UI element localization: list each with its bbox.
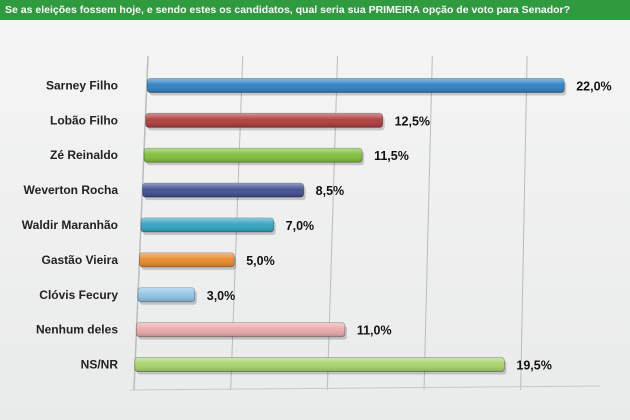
bar-highlight [137, 287, 195, 302]
category-label-8: NS/NR [81, 358, 119, 372]
axis-baseline [129, 385, 601, 391]
bar-chart: Sarney Filho 22,0% Lobão Filho 12,5% Zé Rein… [22, 55, 612, 391]
bar-highlight [142, 183, 304, 198]
bar-highlight [147, 78, 565, 93]
bar-highlight [141, 218, 274, 232]
chart-title-banner: Se as eleições fossem hoje, e sendo este… [0, 0, 630, 20]
bar-highlight [145, 113, 383, 128]
chart-title: Se as eleições fossem hoje, e sendo este… [5, 4, 571, 16]
category-label-4: Waldir Maranhão [22, 218, 118, 232]
category-label-7: Nenhum deles [36, 323, 118, 337]
bar-highlight [144, 148, 363, 163]
category-label-6: Clóvis Fecury [39, 288, 118, 302]
bars [134, 78, 567, 375]
value-label-5: 5,0% [246, 254, 274, 268]
labels: Sarney Filho 22,0% Lobão Filho 12,5% Zé Rein… [22, 78, 612, 372]
category-label-1: Lobão Filho [50, 113, 118, 127]
value-label-4: 7,0% [286, 219, 315, 233]
value-label-7: 11,0% [357, 324, 392, 338]
category-label-5: Gastão Vieira [42, 253, 119, 267]
value-label-2: 11,5% [374, 149, 409, 163]
category-label-2: Zé Reinaldo [50, 148, 118, 162]
gridline [520, 55, 528, 391]
bar-highlight [139, 252, 235, 267]
bar-highlight [134, 357, 505, 372]
value-label-1: 12,5% [395, 114, 430, 128]
value-label-6: 3,0% [207, 289, 236, 303]
category-label-0: Sarney Filho [46, 78, 118, 92]
value-label-0: 22,0% [576, 79, 611, 93]
value-label-8: 19,5% [516, 359, 551, 373]
category-label-3: Weverton Rocha [24, 183, 119, 197]
value-label-3: 8,5% [316, 184, 345, 198]
gridline [423, 55, 433, 391]
gridline [326, 55, 339, 391]
bar-highlight [136, 322, 345, 337]
